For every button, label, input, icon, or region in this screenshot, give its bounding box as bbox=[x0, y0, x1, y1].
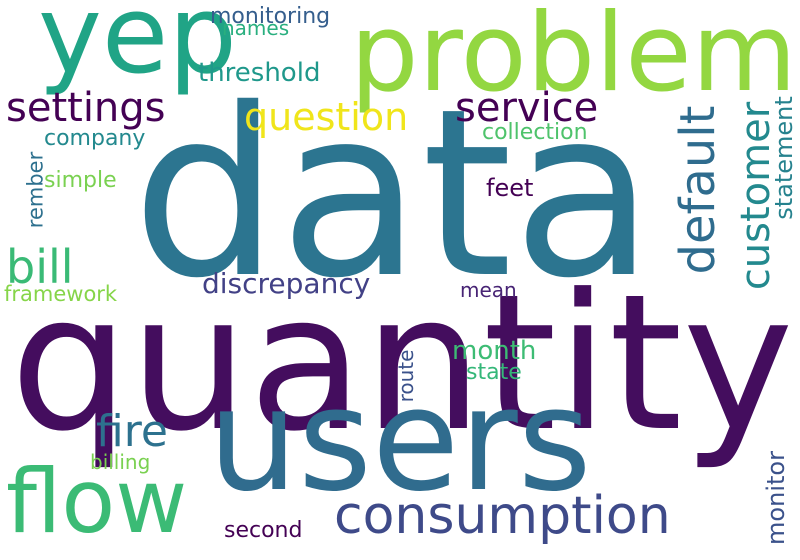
word-framework: framework bbox=[4, 282, 118, 306]
word-flow: flow bbox=[6, 450, 188, 553]
word-statement: statement bbox=[770, 96, 798, 220]
word-quantity: quantity bbox=[10, 254, 794, 473]
word-fire: fire bbox=[96, 406, 168, 457]
word-simple: simple bbox=[44, 168, 117, 193]
word-month: month bbox=[452, 336, 537, 366]
word-names: names bbox=[222, 16, 290, 40]
word-threshold: threshold bbox=[198, 58, 321, 88]
word-service: service bbox=[455, 85, 599, 131]
word-billing: billing bbox=[90, 450, 151, 474]
word-monitor: monitor bbox=[762, 451, 790, 545]
word-settings: settings bbox=[6, 85, 166, 131]
word-company: company bbox=[44, 126, 146, 151]
word-second: second bbox=[224, 518, 303, 543]
word-rember: rember bbox=[23, 151, 48, 229]
word-mean: mean bbox=[460, 278, 517, 302]
word-feet: feet bbox=[486, 174, 534, 202]
word-question: question bbox=[244, 95, 409, 139]
word-yep: yep bbox=[38, 0, 237, 98]
word-problem: problem bbox=[350, 0, 797, 116]
word-consumption: consumption bbox=[334, 486, 671, 546]
word-monitoring: monitoring bbox=[210, 4, 331, 29]
word-data: data bbox=[132, 59, 655, 329]
word-users: users bbox=[208, 358, 592, 523]
word-default: default bbox=[670, 105, 726, 275]
word-bill: bill bbox=[6, 240, 74, 294]
word-state: state bbox=[466, 360, 522, 385]
word-route: route bbox=[394, 349, 418, 403]
word-discrepancy: discrepancy bbox=[202, 267, 371, 300]
word-collection: collection bbox=[482, 120, 588, 145]
